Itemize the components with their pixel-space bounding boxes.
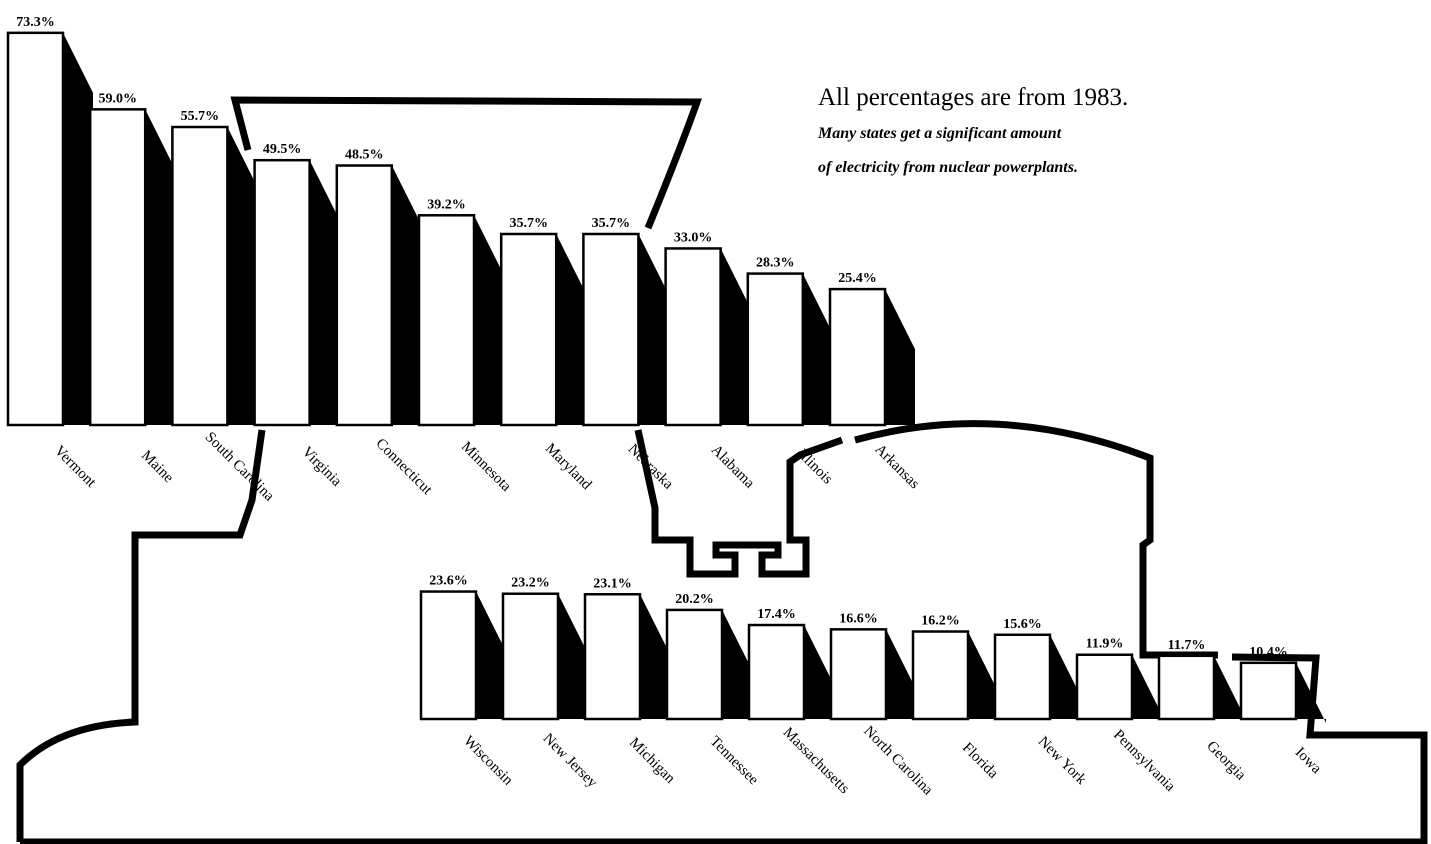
bar — [335, 164, 394, 427]
x-tick-label: Iowa — [1292, 745, 1325, 778]
bar-shadow — [1214, 655, 1244, 719]
x-tick-label: New Jersey — [540, 731, 601, 792]
bar — [829, 628, 888, 721]
bar — [88, 108, 147, 427]
bar-shadow — [640, 594, 670, 719]
bar — [664, 247, 722, 427]
subtitle: of electricity from nuclear powerplants. — [818, 159, 1078, 176]
value-label: 17.4% — [757, 607, 796, 622]
bar — [501, 592, 560, 721]
bar — [828, 287, 887, 427]
value-label: 39.2% — [427, 197, 466, 212]
bar-shadow — [638, 234, 669, 425]
x-tick-label: Vermont — [51, 443, 99, 491]
value-label: 48.5% — [345, 148, 384, 163]
x-tick-label: Maine — [138, 448, 177, 487]
bar — [499, 232, 558, 427]
bar — [1239, 661, 1298, 721]
bar — [911, 630, 970, 721]
bar-shadow — [720, 248, 751, 425]
bar-shadow — [885, 289, 915, 425]
bar — [747, 623, 806, 721]
value-label: 16.2% — [921, 614, 960, 629]
value-label: 15.6% — [1003, 617, 1042, 632]
bar — [582, 232, 640, 427]
bar-shadow — [1050, 634, 1080, 719]
value-label: 73.3% — [16, 15, 55, 30]
subtitle: Many states get a significant amount — [817, 125, 1062, 142]
bar-shadow — [556, 234, 587, 425]
bar — [419, 590, 478, 721]
bar-shadow — [474, 215, 504, 425]
bar — [665, 608, 724, 721]
x-tick-label: Virginia — [299, 444, 345, 490]
x-tick-label: Alabama — [708, 442, 758, 492]
bar — [6, 31, 65, 427]
bar — [746, 272, 805, 427]
value-label: 49.5% — [263, 142, 302, 157]
bar-shadow — [804, 625, 834, 719]
x-tick-label: Minnesota — [458, 439, 514, 495]
bar — [1075, 653, 1134, 721]
bar — [1157, 654, 1216, 721]
x-tick-label: Tennessee — [707, 733, 762, 788]
bar — [583, 593, 642, 721]
x-tick-label: New York — [1035, 734, 1090, 789]
bar-shadow — [227, 127, 258, 425]
value-label: 11.7% — [1168, 638, 1206, 653]
value-label: 35.7% — [509, 216, 548, 231]
value-label: 23.2% — [511, 576, 550, 591]
value-label: 35.7% — [592, 216, 631, 231]
bar-shadow — [886, 629, 916, 719]
x-tick-label: Georgia — [1203, 738, 1249, 784]
bar-shadow — [1296, 662, 1326, 723]
bar-shadow — [63, 32, 93, 425]
x-tick-label: South Carolina — [202, 429, 277, 504]
bar-shadow — [558, 593, 588, 719]
decorative-outline — [16, 96, 1428, 844]
chart-title: All percentages are from 1983. — [818, 84, 1128, 111]
x-tick-label: Florida — [959, 740, 1001, 782]
x-tick-label: Pennsylvania — [1110, 727, 1178, 795]
value-label: 20.2% — [675, 592, 714, 607]
bar — [993, 633, 1052, 721]
bar-shadow — [145, 109, 176, 425]
value-label: 59.0% — [98, 91, 137, 106]
bar-shadow — [1132, 654, 1162, 719]
x-tick-label: Wisconsin — [460, 733, 516, 789]
value-label: 11.9% — [1086, 637, 1124, 652]
x-tick-label: North Carolina — [860, 723, 935, 798]
x-tick-label: Massachusetts — [780, 725, 853, 798]
bar-shadow — [968, 631, 998, 719]
bar — [417, 214, 476, 427]
x-tick-label: Maryland — [542, 441, 595, 494]
value-label: 23.1% — [593, 576, 632, 591]
bar-shadow — [722, 609, 752, 719]
x-tick-label: Michigan — [626, 735, 678, 787]
bar-shadow — [391, 165, 422, 425]
value-label: 23.6% — [429, 574, 468, 589]
bar-shadow — [802, 273, 833, 425]
value-label: 28.3% — [756, 256, 795, 271]
x-tick-label: Connecticut — [372, 436, 435, 499]
bar-shadow — [476, 591, 506, 719]
value-label: 16.6% — [839, 611, 878, 626]
value-label: 33.0% — [674, 230, 713, 245]
value-label: 25.4% — [838, 271, 877, 286]
value-label: 10.4% — [1249, 645, 1288, 660]
value-label: 55.7% — [181, 109, 220, 124]
bar-shadow — [309, 160, 340, 426]
bar — [253, 158, 311, 427]
x-tick-label: Arkansas — [872, 441, 923, 492]
bar — [171, 125, 229, 427]
